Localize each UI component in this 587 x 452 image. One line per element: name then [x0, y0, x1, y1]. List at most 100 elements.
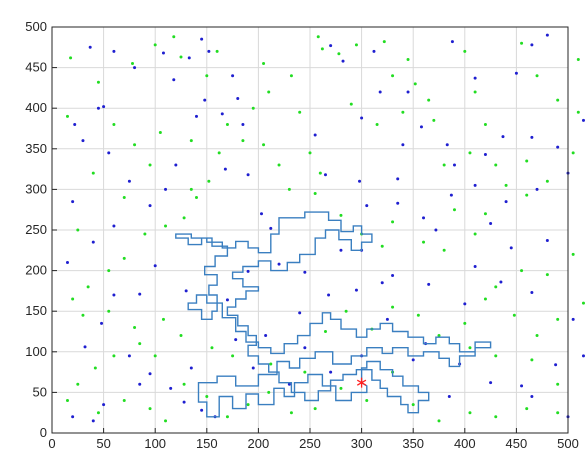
- data-point: [494, 354, 498, 358]
- data-point: [525, 159, 529, 163]
- data-point: [313, 133, 317, 137]
- data-point: [102, 403, 106, 407]
- x-tick-label: 350: [402, 436, 424, 451]
- data-point: [525, 407, 529, 411]
- data-point: [442, 163, 446, 167]
- data-point: [112, 122, 116, 126]
- data-point: [372, 49, 376, 53]
- data-point: [107, 309, 111, 313]
- data-point: [93, 366, 97, 370]
- data-point: [530, 135, 534, 139]
- data-point: [468, 151, 472, 155]
- data-point: [143, 232, 147, 236]
- data-point: [411, 358, 415, 362]
- x-tick-label: 450: [506, 436, 528, 451]
- x-tick-label: 150: [196, 436, 218, 451]
- data-point: [73, 122, 77, 126]
- data-point: [483, 297, 487, 301]
- data-point: [96, 106, 100, 110]
- data-point: [530, 358, 534, 362]
- data-point: [182, 382, 186, 386]
- data-point: [380, 281, 384, 285]
- data-point: [468, 411, 472, 415]
- plot-data-layer: [65, 33, 585, 423]
- data-point: [382, 40, 386, 44]
- data-point: [259, 212, 263, 216]
- data-point: [122, 256, 126, 260]
- data-point: [138, 382, 142, 386]
- data-point: [411, 403, 415, 407]
- data-point: [65, 114, 69, 118]
- data-point: [174, 163, 178, 167]
- data-point: [449, 193, 453, 197]
- y-tick-label: 0: [40, 425, 47, 440]
- data-point: [535, 74, 539, 78]
- data-point: [269, 226, 273, 230]
- data-point: [499, 280, 503, 284]
- data-point: [187, 56, 191, 60]
- data-point: [422, 216, 426, 220]
- x-tick-label: 100: [144, 436, 166, 451]
- data-point: [463, 49, 467, 53]
- data-point: [473, 183, 477, 187]
- data-point: [318, 171, 322, 175]
- data-point: [172, 35, 176, 39]
- data-point: [138, 292, 142, 296]
- data-point: [520, 269, 524, 273]
- data-point: [267, 90, 271, 94]
- data-point: [303, 370, 307, 374]
- data-point: [194, 196, 198, 200]
- data-point: [501, 135, 505, 139]
- data-point: [179, 55, 183, 59]
- data-point: [76, 228, 80, 232]
- data-point: [341, 59, 345, 63]
- data-point: [320, 47, 324, 51]
- data-point: [277, 262, 281, 266]
- data-point: [153, 264, 157, 268]
- data-point: [406, 57, 410, 61]
- data-point: [91, 419, 95, 423]
- data-point: [81, 313, 85, 317]
- data-point: [182, 400, 186, 404]
- data-point: [107, 269, 111, 273]
- data-point: [223, 167, 227, 171]
- data-point: [468, 346, 472, 350]
- data-point: [545, 33, 549, 37]
- data-point: [241, 122, 245, 126]
- data-point: [396, 177, 400, 181]
- data-point: [489, 381, 493, 385]
- data-point: [556, 317, 560, 321]
- data-point: [354, 288, 358, 292]
- x-tick-label: 50: [96, 436, 110, 451]
- data-point: [69, 56, 73, 60]
- data-point: [148, 204, 152, 208]
- data-point: [473, 232, 477, 236]
- data-point: [445, 143, 449, 147]
- data-point: [535, 187, 539, 191]
- data-point: [107, 151, 111, 155]
- data-point: [153, 354, 157, 358]
- data-point: [133, 325, 137, 329]
- data-point: [127, 354, 131, 358]
- y-tick-label: 50: [33, 384, 47, 399]
- data-point: [164, 187, 168, 191]
- data-point: [509, 246, 513, 250]
- x-tick-label: 400: [454, 436, 476, 451]
- data-point: [251, 366, 255, 370]
- data-point: [200, 408, 204, 412]
- data-point: [225, 122, 229, 126]
- data-point: [262, 143, 266, 147]
- data-point: [545, 239, 549, 243]
- data-point: [525, 193, 529, 197]
- data-point: [169, 386, 173, 390]
- data-point: [576, 110, 580, 114]
- data-point: [581, 301, 585, 305]
- data-point: [520, 384, 524, 388]
- data-point: [158, 131, 162, 135]
- data-point: [329, 44, 333, 48]
- data-point: [91, 171, 95, 175]
- data-point: [365, 399, 369, 403]
- data-point: [437, 419, 441, 423]
- data-point: [378, 90, 382, 94]
- y-tick-label: 400: [25, 100, 47, 115]
